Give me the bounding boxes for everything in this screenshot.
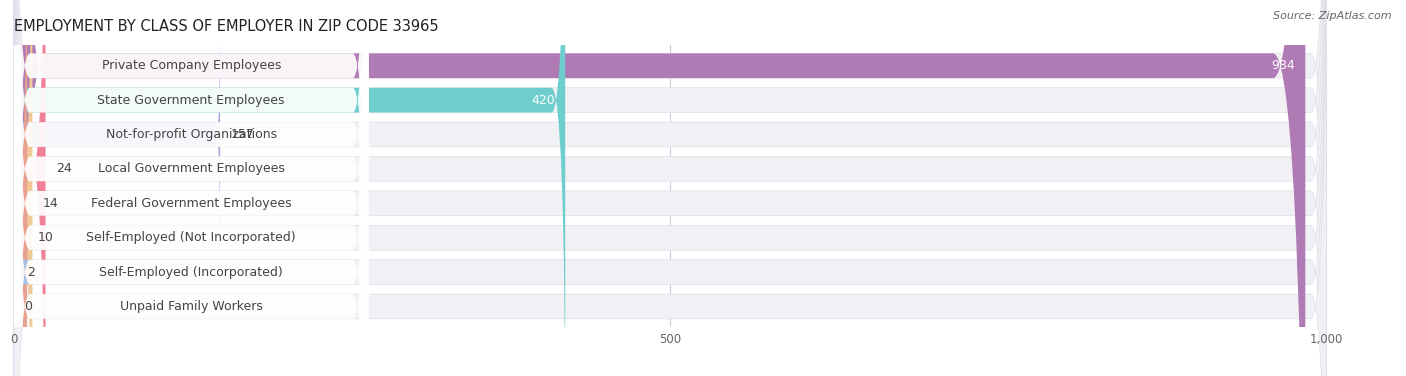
Text: EMPLOYMENT BY CLASS OF EMPLOYER IN ZIP CODE 33965: EMPLOYMENT BY CLASS OF EMPLOYER IN ZIP C… [14,19,439,34]
FancyBboxPatch shape [14,0,1326,376]
FancyBboxPatch shape [14,0,368,376]
Text: 24: 24 [56,162,72,176]
FancyBboxPatch shape [14,0,1326,376]
FancyBboxPatch shape [14,0,1326,376]
Text: Unpaid Family Workers: Unpaid Family Workers [120,300,263,313]
FancyBboxPatch shape [14,0,1326,376]
Text: 10: 10 [38,231,53,244]
FancyBboxPatch shape [14,0,368,376]
FancyBboxPatch shape [14,0,368,376]
FancyBboxPatch shape [14,0,368,376]
FancyBboxPatch shape [14,0,565,376]
Text: Source: ZipAtlas.com: Source: ZipAtlas.com [1274,11,1392,21]
Text: Not-for-profit Organizations: Not-for-profit Organizations [105,128,277,141]
FancyBboxPatch shape [14,0,1326,376]
FancyBboxPatch shape [14,0,368,376]
Text: Federal Government Employees: Federal Government Employees [91,197,291,210]
Text: State Government Employees: State Government Employees [97,94,285,107]
FancyBboxPatch shape [14,12,221,257]
Text: Self-Employed (Not Incorporated): Self-Employed (Not Incorporated) [86,231,297,244]
Text: 2: 2 [27,265,35,279]
FancyBboxPatch shape [14,0,368,376]
FancyBboxPatch shape [14,0,45,376]
FancyBboxPatch shape [11,0,30,376]
Text: 14: 14 [44,197,59,210]
Text: Private Company Employees: Private Company Employees [101,59,281,72]
FancyBboxPatch shape [14,0,368,376]
Text: 0: 0 [24,300,32,313]
FancyBboxPatch shape [14,0,1305,376]
FancyBboxPatch shape [14,0,368,376]
FancyBboxPatch shape [14,0,1326,376]
Text: Local Government Employees: Local Government Employees [98,162,284,176]
Text: 984: 984 [1271,59,1295,72]
FancyBboxPatch shape [14,0,32,376]
FancyBboxPatch shape [1,0,30,376]
FancyBboxPatch shape [14,0,1326,376]
Text: Self-Employed (Incorporated): Self-Employed (Incorporated) [100,265,283,279]
Text: 157: 157 [231,128,254,141]
Text: 420: 420 [531,94,555,107]
FancyBboxPatch shape [14,0,1326,376]
